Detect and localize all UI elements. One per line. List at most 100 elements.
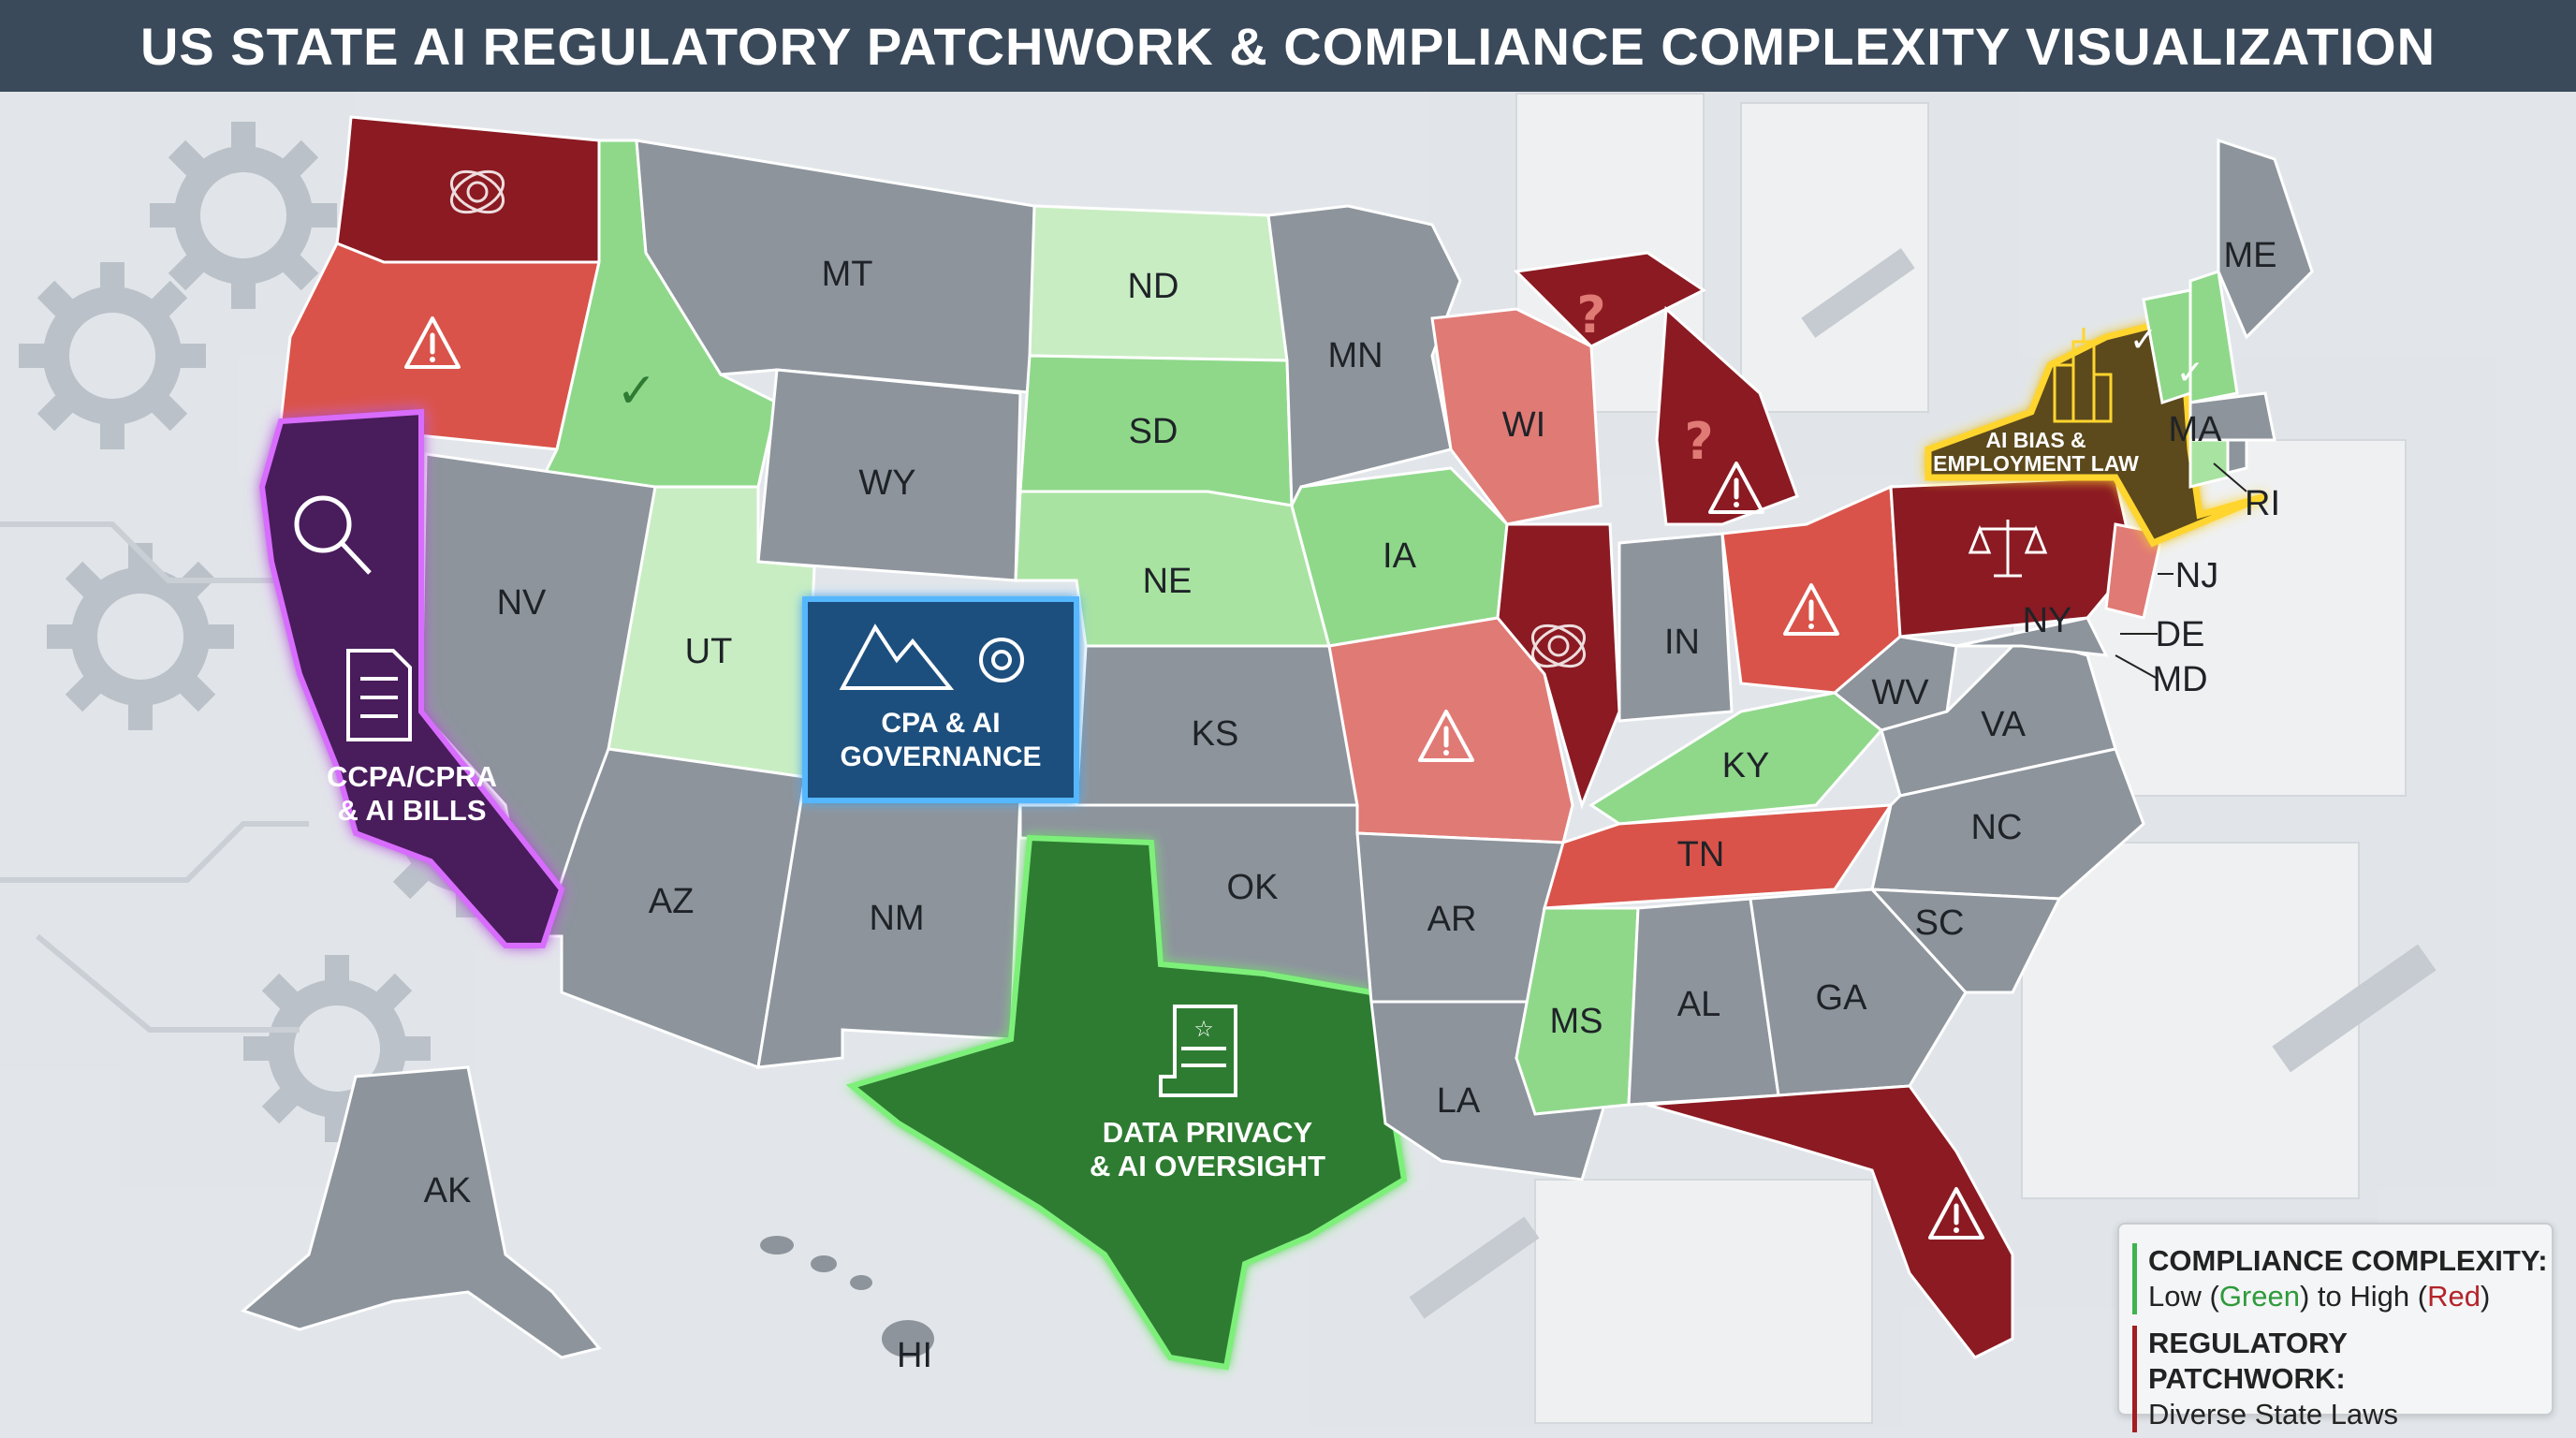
callout-california-line1: CCPA/CPRA [327,760,497,793]
label-ok: OK [1227,868,1279,907]
label-nc: NC [1971,808,2023,847]
label-mn: MN [1327,336,1383,375]
callout-texas-line2: & AI OVERSIGHT [1090,1150,1325,1182]
label-ms: MS [1550,1002,1603,1041]
label-ky: KY [1722,746,1770,785]
state-tx[interactable] [845,834,1408,1371]
state-wv[interactable] [1832,635,1958,732]
callout-california-line2: & AI BILLS [337,794,486,827]
state-ma[interactable] [2188,391,2276,442]
state-ms[interactable] [1515,906,1640,1116]
document-icon [346,649,412,741]
state-wi[interactable] [1430,307,1603,526]
state-mi[interactable] [1655,305,1799,526]
label-nm: NM [869,899,924,938]
label-nv: NV [497,583,547,623]
state-tn[interactable] [1542,803,1894,910]
legend-complexity-heading: COMPLIANCE COMPLEXITY: [2148,1244,2548,1277]
state-mi-upper[interactable] [1513,251,1706,348]
legend-patchwork-sub: Diverse State Laws [2148,1398,2399,1431]
checkmark-icon: ✓ [2176,354,2204,392]
state-me[interactable] [2217,138,2314,340]
svg-text:☆: ☆ [1193,1016,1214,1042]
legend-complexity-mid: ) to High ( [2299,1280,2428,1313]
label-wi: WI [1502,405,1545,445]
mountain-gear-icon [839,624,1024,690]
state-fl[interactable] [1647,1084,2014,1359]
callout-colorado: CPA & AI GOVERNANCE [840,708,1041,772]
label-sd: SD [1129,412,1178,451]
label-la: LA [1437,1081,1481,1121]
label-ma: MA [2169,410,2223,449]
callout-texas: DATA PRIVACY & AI OVERSIGHT [1090,1116,1325,1182]
callout-texas-line1: DATA PRIVACY [1103,1116,1313,1149]
label-ga: GA [1816,978,1868,1018]
legend-complexity-prefix: Low ( [2148,1280,2219,1313]
callout-new-york: AI BIAS & EMPLOYMENT LAW [1933,428,2139,476]
label-ks: KS [1192,714,1239,754]
checkmark-icon: ✓ [616,363,657,419]
label-mt: MT [822,255,873,294]
state-ct[interactable] [2188,438,2230,489]
label-ny-small: NY [2023,601,2072,640]
legend-complexity-suffix: ) [2480,1280,2491,1313]
scales-of-justice-icon [1968,520,2048,578]
label-az: AZ [649,882,695,921]
label-sc: SC [1915,903,1965,943]
callout-new-york-line2: EMPLOYMENT LAW [1933,451,2139,476]
label-ne: NE [1143,562,1193,601]
legend-patchwork-heading: REGULATORY PATCHWORK: [2148,1327,2348,1395]
state-sc[interactable] [1868,888,2062,994]
legend: COMPLIANCE COMPLEXITY: Low (Green) to Hi… [2117,1223,2554,1432]
label-va: VA [1981,705,2027,744]
scroll-star-icon: ☆ [1159,1005,1237,1097]
label-de: DE [2156,615,2205,654]
title-bar: US STATE AI REGULATORY PATCHWORK & COMPL… [0,0,2576,92]
checkmark-icon: ✓ [2130,321,2158,360]
tangled-network-icon [1531,624,1586,668]
state-labels: MT ND SD NE MN WI WY NV UT IA IN KS KY W… [424,236,2280,1375]
label-in: IN [1664,623,1700,662]
skyscraper-icon [2053,328,2113,423]
label-ar: AR [1427,900,1477,939]
state-in[interactable] [1617,532,1734,723]
leader-lines [2115,462,2247,680]
gavel-icon [1409,248,2437,1319]
state-ga[interactable] [1749,888,1968,1097]
state-md[interactable] [1955,616,2109,657]
label-ut: UT [685,632,733,671]
question-icon: ? [1684,412,1713,471]
callout-colorado-line2: GOVERNANCE [840,741,1041,772]
label-wy: WY [858,463,915,503]
state-nh[interactable] [2188,270,2239,404]
callout-new-york-line1: AI BIAS & [1985,428,2086,452]
label-tn: TN [1677,835,1725,874]
callout-colorado-line1: CPA & AI [881,708,1000,739]
legend-complexity: COMPLIANCE COMPLEXITY: Low (Green) to Hi… [2132,1243,2548,1314]
label-wv: WV [1871,673,1929,712]
label-nd: ND [1128,267,1179,306]
legend-patchwork: REGULATORY PATCHWORK: Diverse State Laws [2132,1326,2552,1432]
legend-low-word: Green [2218,1280,2300,1313]
legend-high-word: Red [2427,1280,2481,1313]
question-icon: ? [1576,286,1605,345]
page-title: US STATE AI REGULATORY PATCHWORK & COMPL… [139,16,2437,76]
label-al: AL [1677,985,1720,1024]
magnifier-icon [294,495,372,575]
callout-california: CCPA/CPRA & AI BILLS [327,760,497,827]
label-ri: RI [2245,484,2280,523]
label-ak: AK [424,1171,472,1211]
label-ia: IA [1383,536,1417,576]
state-mn[interactable] [1266,204,1462,506]
state-ak[interactable] [241,1065,602,1359]
tangled-network-icon [450,169,505,214]
label-me: ME [2224,236,2277,275]
legend-complexity-scale: Low (Green) to High (Red) [2148,1279,2548,1314]
state-ri[interactable] [2226,438,2248,475]
state-co[interactable] [802,596,1079,803]
label-hi: HI [897,1336,932,1375]
label-md: MD [2152,660,2207,699]
state-hi[interactable] [760,1236,934,1357]
